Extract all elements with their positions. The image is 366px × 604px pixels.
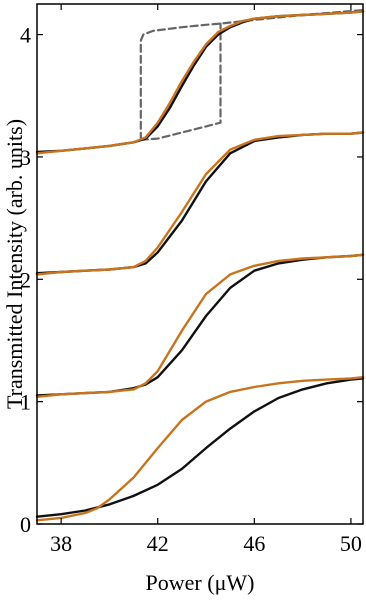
plot-lines xyxy=(35,9,365,522)
series-line-dashed-8 xyxy=(139,9,365,141)
series-line-orange-7 xyxy=(35,10,365,155)
y-tick-label: 4 xyxy=(20,23,31,48)
series-line-black-2 xyxy=(35,253,365,397)
series-line-dashed-9 xyxy=(139,22,222,141)
x-tick-label: 38 xyxy=(50,531,72,556)
plot-frame xyxy=(36,3,364,525)
series-line-orange-1 xyxy=(35,376,365,522)
y-tick-label: 2 xyxy=(20,267,31,292)
series-line-orange-5 xyxy=(35,131,365,276)
series-line-black-0 xyxy=(35,377,365,518)
series-line-black-4 xyxy=(35,131,365,275)
x-tick-label: 50 xyxy=(340,531,362,556)
x-tick-label: 42 xyxy=(147,531,169,556)
y-tick-label: 0 xyxy=(20,512,31,537)
x-axis-title: Power (μW) xyxy=(146,570,255,595)
y-tick-label: 1 xyxy=(20,390,31,415)
series-line-black-6 xyxy=(35,10,365,154)
x-tick-label: 46 xyxy=(243,531,265,556)
y-tick-label: 3 xyxy=(20,145,31,170)
series-line-orange-3 xyxy=(35,253,365,398)
axis-ticks: 38 42 46 50 0 1 2 3 4 xyxy=(20,4,363,556)
y-axis-title: Transmitted Intensity (arb. units) xyxy=(2,119,27,409)
